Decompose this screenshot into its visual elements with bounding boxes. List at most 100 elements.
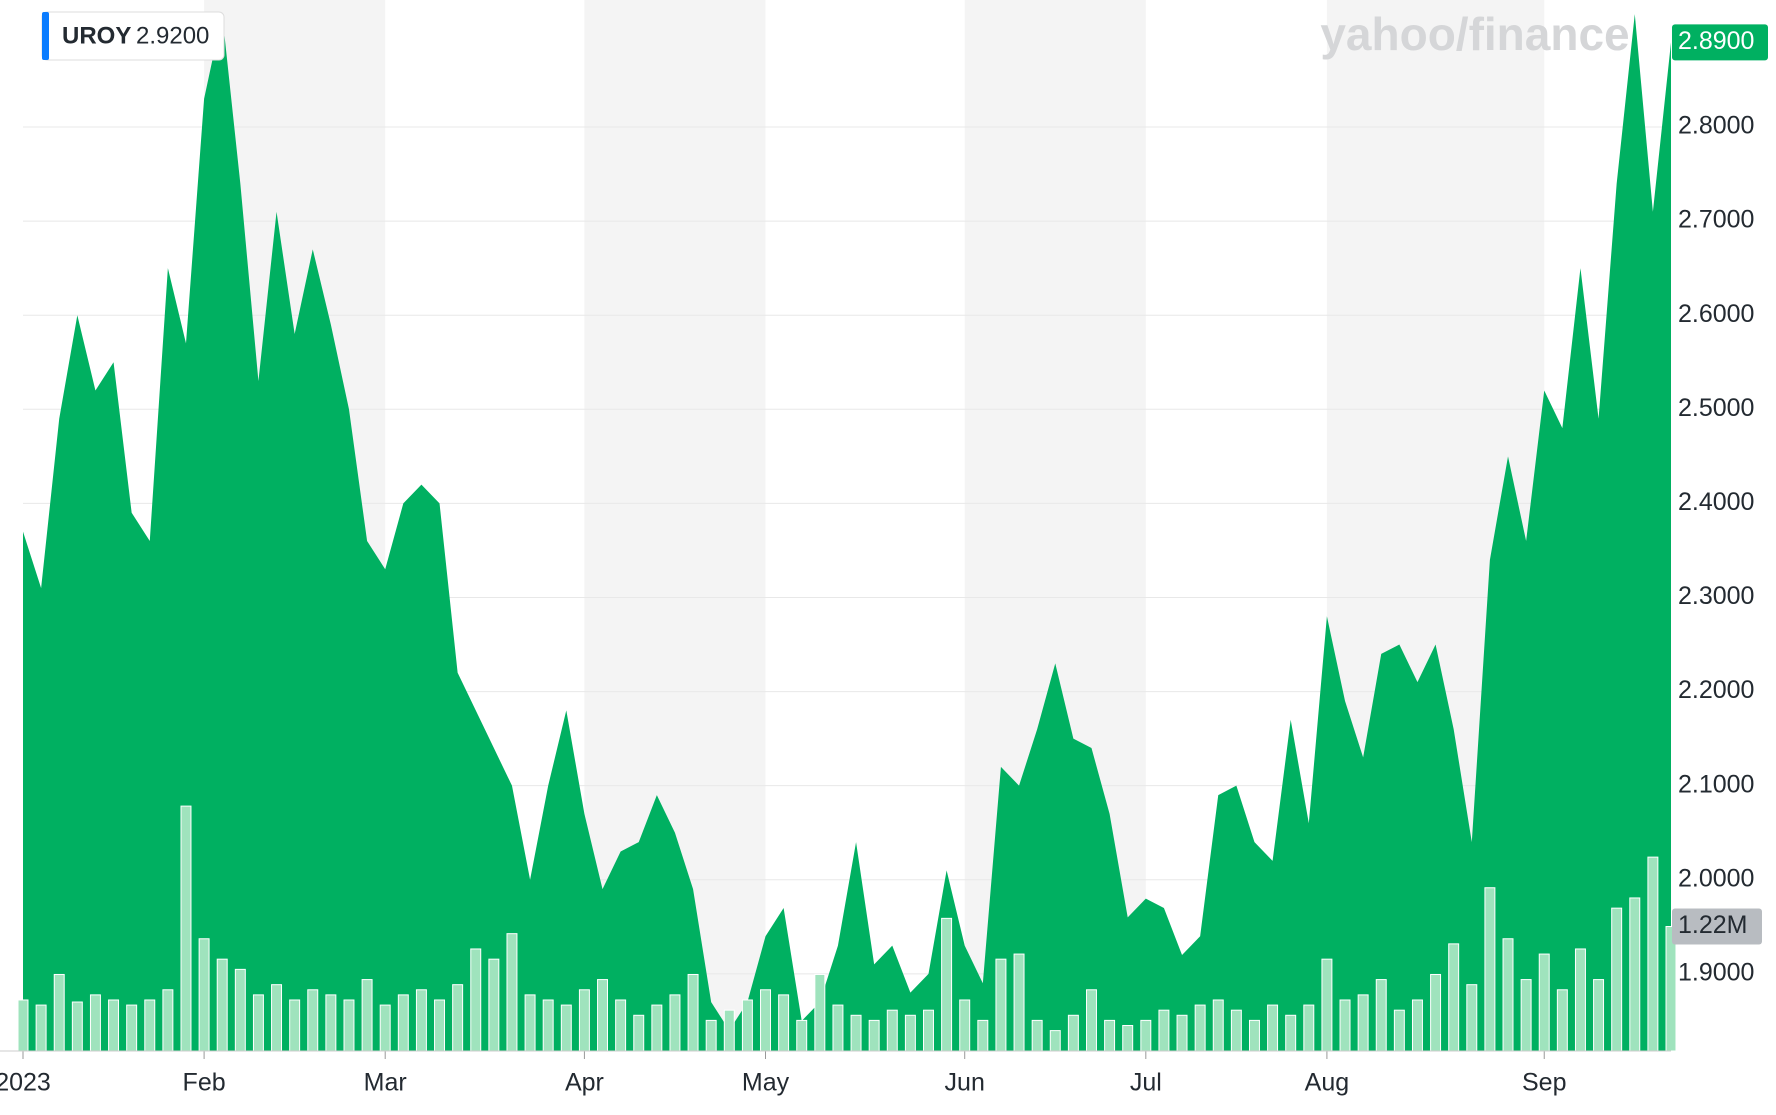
volume-bar (651, 1004, 663, 1052)
volume-bar (506, 933, 518, 1052)
volume-bar (144, 999, 156, 1052)
volume-bar (415, 989, 427, 1052)
volume-bar (198, 938, 210, 1052)
volume-bar (470, 948, 482, 1052)
volume-bar (778, 994, 790, 1052)
volume-bar (633, 1014, 645, 1052)
tooltip-marker (42, 12, 49, 60)
volume-bar (1484, 887, 1496, 1052)
volume-bar (89, 994, 101, 1052)
volume-bar (162, 989, 174, 1052)
volume-bar (1411, 999, 1423, 1052)
volume-bar (1321, 958, 1333, 1052)
volume-bar (1013, 953, 1025, 1052)
volume-bar (796, 1019, 808, 1052)
volume-bar (452, 984, 464, 1052)
volume-bar (1194, 1004, 1206, 1052)
y-tick-label: 2.0000 (1678, 864, 1754, 892)
volume-bar (17, 999, 29, 1052)
volume-bar (1049, 1030, 1061, 1052)
x-tick-label: Apr (565, 1069, 604, 1097)
volume-bar (343, 999, 355, 1052)
x-tick-label: 2023 (0, 1069, 51, 1097)
volume-bar (941, 917, 953, 1052)
volume-bar (1393, 1009, 1405, 1052)
volume-bar (1430, 973, 1442, 1052)
volume-bar (1031, 1019, 1043, 1052)
volume-bar (542, 999, 554, 1052)
x-tick-label: Aug (1305, 1069, 1349, 1097)
y-tick-label: 2.2000 (1678, 676, 1754, 704)
volume-bar (234, 968, 246, 1052)
volume-bar (1140, 1019, 1152, 1052)
price-area (23, 14, 1671, 1052)
volume-bar (434, 999, 446, 1052)
volume-bar (108, 999, 120, 1052)
volume-bar (886, 1009, 898, 1052)
volume-bar (560, 1004, 572, 1052)
volume-bar (1267, 1004, 1279, 1052)
volume-bar (723, 1009, 735, 1052)
y-tick-label: 2.4000 (1678, 488, 1754, 516)
volume-bar (1122, 1024, 1134, 1052)
y-tick-label: 2.5000 (1678, 394, 1754, 422)
volume-bar (289, 999, 301, 1052)
tooltip-symbol: UROY (62, 22, 131, 49)
volume-bar (1538, 953, 1550, 1052)
y-tick-label: 2.1000 (1678, 770, 1754, 798)
volume-bar (379, 1004, 391, 1052)
volume-bar (1556, 989, 1568, 1052)
tooltip-value: 2.9200 (136, 22, 209, 49)
volume-bar (1339, 999, 1351, 1052)
x-tick-label: May (742, 1069, 790, 1097)
volume-bar (868, 1019, 880, 1052)
volume-bar (1104, 1019, 1116, 1052)
volume-bar (741, 999, 753, 1052)
volume-bar (71, 1001, 83, 1052)
watermark: yahoo/finance (1320, 8, 1629, 60)
volume-bar (1611, 907, 1623, 1052)
y-tick-label: 2.8000 (1678, 112, 1754, 140)
volume-bar (1303, 1004, 1315, 1052)
volume-bar (995, 958, 1007, 1052)
volume-bar (325, 994, 337, 1052)
last-price-badge (1672, 24, 1768, 61)
volume-bar (488, 958, 500, 1052)
volume-bar (1248, 1019, 1260, 1052)
volume-bar (361, 979, 373, 1052)
volume-bar (904, 1014, 916, 1052)
volume-bar (597, 979, 608, 1052)
volume-bar (1212, 999, 1224, 1052)
volume-bar (1285, 1014, 1297, 1052)
volume-bar (669, 994, 681, 1052)
volume-bar (1574, 948, 1586, 1052)
x-tick-label: Feb (183, 1069, 226, 1097)
volume-bar (1448, 943, 1460, 1052)
y-tick-label: 2.6000 (1678, 300, 1754, 328)
volume-bar (1067, 1014, 1079, 1052)
volume-bar (850, 1014, 862, 1052)
volume-bar (1357, 994, 1369, 1052)
volume-bar (1176, 1014, 1188, 1052)
volume-bar (814, 973, 826, 1052)
volume-bar (1593, 979, 1605, 1052)
volume-bar (1647, 856, 1659, 1052)
volume-bar (832, 1004, 844, 1052)
volume-bar (1520, 979, 1532, 1052)
y-tick-label: 2.7000 (1678, 206, 1754, 234)
volume-bar (687, 973, 699, 1052)
x-tick-label: Sep (1522, 1069, 1566, 1097)
volume-bar (252, 994, 264, 1052)
volume-bar (216, 958, 228, 1052)
volume-bar (959, 999, 971, 1052)
volume-badge (1672, 908, 1762, 945)
volume-bar (126, 1004, 138, 1052)
volume-bar (615, 999, 627, 1052)
volume-bar (1466, 984, 1478, 1052)
volume-bar (53, 973, 65, 1052)
volume-bar (35, 1004, 47, 1052)
volume-bar (307, 989, 319, 1052)
volume-bar (180, 805, 192, 1052)
y-tick-label: 1.9000 (1678, 958, 1754, 986)
